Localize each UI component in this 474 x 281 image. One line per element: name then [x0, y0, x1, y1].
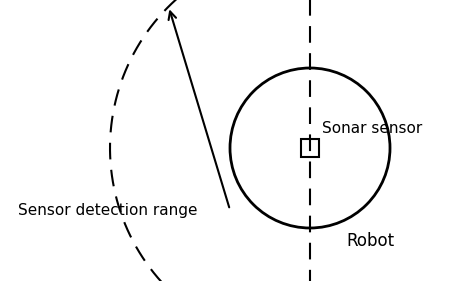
Text: Sonar sensor: Sonar sensor	[322, 121, 422, 136]
Bar	[301, 139, 319, 157]
Text: Robot: Robot	[346, 232, 394, 250]
Text: Sensor detection range: Sensor detection range	[18, 203, 198, 217]
